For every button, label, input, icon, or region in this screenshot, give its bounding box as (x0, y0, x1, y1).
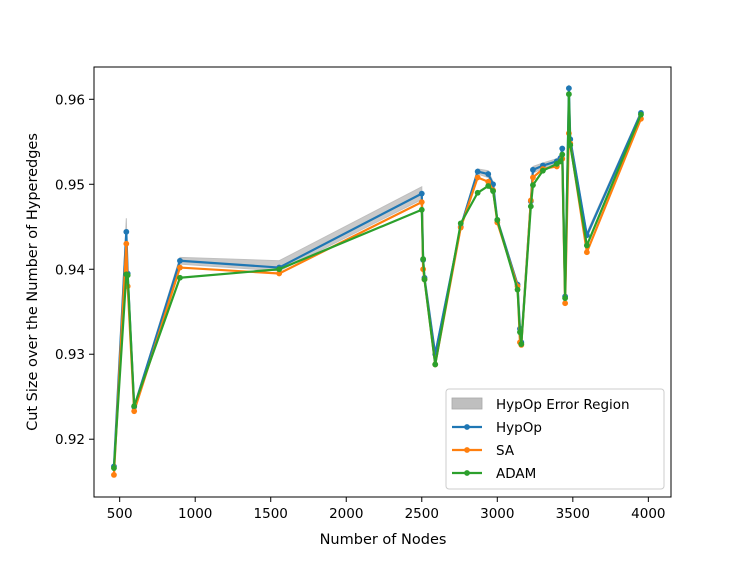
data-point-sa (530, 174, 536, 181)
x-tick-label: 1500 (254, 506, 288, 522)
data-point-adam (540, 167, 546, 174)
data-point-adam (432, 361, 439, 368)
y-tick-label: 0.95 (55, 177, 85, 193)
legend-marker (464, 447, 470, 453)
data-point-adam (559, 151, 566, 158)
x-tick-label: 1000 (178, 506, 212, 522)
data-point-adam (111, 465, 117, 472)
legend-label: HypOp Error Region (496, 397, 630, 413)
data-point-hypop (123, 228, 130, 235)
data-point-sa (123, 240, 130, 247)
data-point-adam (474, 189, 481, 196)
data-point-adam (485, 183, 492, 189)
y-tick-label: 0.92 (55, 432, 85, 448)
data-point-sa (131, 408, 138, 415)
data-point-hypop (559, 145, 566, 152)
data-point-hypop (418, 190, 425, 197)
x-tick-label: 500 (107, 506, 133, 522)
series-adam (111, 91, 644, 472)
legend-entry-sa: SA (452, 443, 515, 459)
x-tick-label: 2500 (405, 506, 439, 522)
data-point-hypop (177, 257, 183, 264)
data-point-adam (530, 182, 536, 189)
x-tick-label: 3500 (556, 506, 590, 522)
legend-entry-adam: ADAM (452, 466, 536, 482)
data-point-adam (420, 256, 427, 262)
x-tick-label: 2000 (329, 506, 363, 522)
data-point-adam (514, 286, 521, 293)
data-point-adam (457, 220, 464, 227)
y-tick-label: 0.93 (55, 347, 85, 363)
x-tick-label: 3000 (480, 506, 514, 522)
data-point-adam (527, 203, 534, 210)
legend-label: HypOp (496, 420, 542, 436)
data-point-adam (518, 341, 525, 347)
legend-entry-hypop: HypOp (452, 420, 542, 436)
y-tick-layer: 0.92 0.93 0.94 0.95 0.96 (55, 92, 94, 448)
data-point-sa (177, 264, 183, 271)
x-axis-label: Number of Nodes (320, 532, 447, 548)
data-point-adam (565, 91, 572, 98)
data-point-hypop (565, 85, 572, 92)
series-layer (111, 85, 644, 478)
data-point-adam (583, 242, 590, 249)
data-point-sa (111, 472, 117, 478)
data-point-sa (474, 174, 481, 181)
legend-swatch (451, 397, 483, 410)
plot-frame (93, 66, 672, 498)
axes-layer (93, 66, 672, 498)
data-point-adam (517, 329, 523, 336)
data-point-sa (418, 199, 425, 206)
data-point-sa (276, 270, 283, 277)
data-point-hypop (530, 166, 536, 173)
data-point-adam (418, 206, 425, 213)
data-point-adam (638, 111, 644, 118)
data-point-hypop (485, 171, 492, 177)
data-point-adam (131, 403, 138, 409)
data-point-adam (276, 266, 283, 273)
legend: HypOp Error Region HypOp SA ADAM (445, 388, 665, 490)
legend-marker (464, 424, 470, 430)
y-tick-label: 0.94 (55, 262, 85, 278)
data-point-sa (485, 178, 492, 185)
data-point-adam (562, 295, 569, 302)
data-point-adam (494, 217, 501, 223)
data-point-adam (490, 188, 496, 194)
data-point-hypop (474, 168, 481, 175)
legend-entry-hypop-error-region: HypOp Error Region (451, 397, 630, 413)
y-axis-label: Cut Size over the Number of Hyperedges (25, 133, 41, 431)
data-point-adam (557, 158, 564, 165)
legend-marker (464, 470, 470, 476)
x-tick-label: 4000 (631, 506, 665, 522)
legend-label: ADAM (496, 466, 536, 482)
legend-label: SA (496, 443, 515, 459)
data-point-sa (562, 300, 569, 307)
data-point-adam (177, 274, 183, 281)
x-tick-layer: 500 1000 1500 2000 2500 3000 3500 4000 (107, 497, 666, 522)
data-point-adam (124, 272, 131, 279)
y-tick-label: 0.96 (55, 92, 85, 108)
data-point-sa (583, 249, 590, 256)
data-point-adam (567, 142, 574, 149)
data-point-adam (421, 276, 428, 283)
legend-box (445, 388, 665, 490)
